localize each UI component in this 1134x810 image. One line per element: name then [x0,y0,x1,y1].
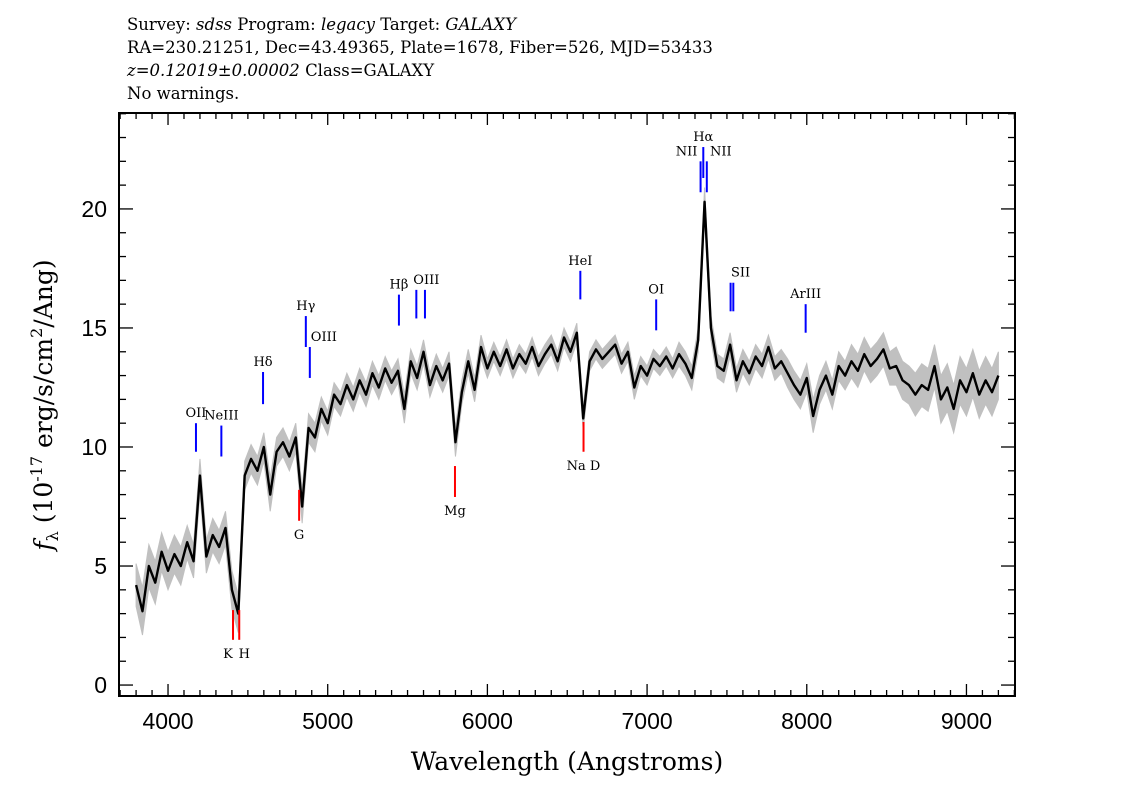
error-band [135,187,999,636]
plot-frame [118,112,1016,697]
line-label: Hβ [390,278,409,293]
x-tick-label: 6000 [462,708,513,734]
line-label: SII [731,266,750,281]
line-label: Hδ [253,355,272,370]
header-line-3: z=0.12019±0.00002 Class=GALAXY [127,59,713,82]
y-tick-label: 0 [94,672,107,698]
line-label: K [223,647,233,662]
x-axis-label: Wavelength (Angstroms) [411,747,723,776]
line-label: NeIII [204,409,238,424]
error-band-area [135,187,999,636]
survey-label: Survey: [127,15,191,34]
flux-series [134,200,1000,615]
x-tick-label: 5000 [302,708,353,734]
x-tick-label: 9000 [941,708,992,734]
class-label: Class=GALAXY [305,61,435,80]
y-tick-label: 10 [81,434,107,460]
x-tick-label: 4000 [142,708,193,734]
line-label: Mg [444,504,466,519]
target-label: Target: [380,15,441,34]
line-label: OII [186,406,207,421]
target-value: GALAXY [445,15,517,34]
x-tick-label: 8000 [781,708,832,734]
redshift: z=0.12019±0.00002 [127,61,300,80]
program-value: legacy [320,15,375,34]
header-line-1: Survey: sdss Program: legacy Target: GAL… [127,13,713,36]
flux-line [134,200,1000,615]
line-label: Hγ [296,299,315,314]
line-label: OIII [413,273,439,288]
line-label: NII [710,144,732,159]
spectrum-header: Survey: sdss Program: legacy Target: GAL… [127,13,713,105]
line-label: HeI [568,254,592,269]
y-tick-label: 5 [94,553,107,579]
warnings: No warnings. [127,84,240,103]
axes: 4000 5000 6000 7000 8000 9000 0 5 10 15 20 [81,112,1016,734]
y-tick-label: 15 [81,315,107,341]
x-tick-label: 7000 [621,708,672,734]
line-label: Hα [693,130,713,145]
y-tick-label: 20 [81,196,107,222]
line-label: Na D [567,459,601,474]
y-axis-label: fλ (10-17 erg/s/cm2/Ang) [27,259,62,552]
line-label: H [239,647,250,662]
survey-value: sdss [196,15,233,34]
line-label: NII [676,144,698,159]
line-label: OI [648,282,664,297]
line-label: G [294,528,304,543]
program-label: Program: [237,15,316,34]
line-label: ArIII [789,287,821,302]
line-label: OIII [311,330,337,345]
header-coordinates: RA=230.21251, Dec=43.49365, Plate=1678, … [127,38,713,57]
